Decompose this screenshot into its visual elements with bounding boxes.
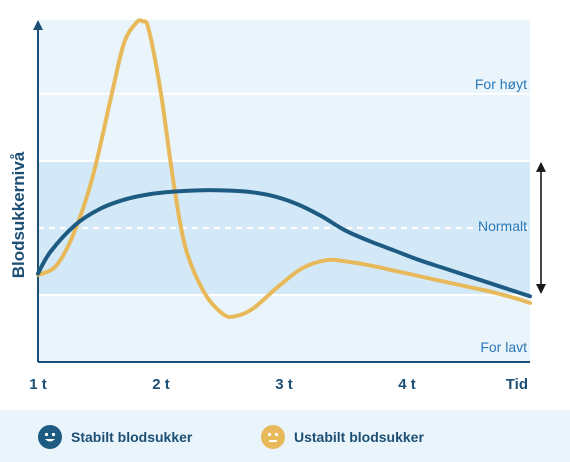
smiley-happy-icon <box>38 425 62 449</box>
legend: Stabilt blodsukker Ustabilt blodsukker <box>0 410 570 462</box>
band-low <box>38 294 530 362</box>
x-tick-label: Tid <box>506 376 528 393</box>
series-layer <box>36 18 532 320</box>
x-tick-label: 4 t <box>398 376 416 393</box>
y-axis-label: Blodsukkernivå <box>9 151 28 278</box>
range-arrow-head-top <box>536 161 546 172</box>
zone-label-normal: Normalt <box>478 218 527 234</box>
smiley-neutral-icon <box>261 425 285 449</box>
legend-label-stable: Stabilt blodsukker <box>71 429 193 445</box>
gridlines <box>38 92 530 296</box>
zone-label-high: For høyt <box>475 76 527 92</box>
band-high <box>38 20 530 161</box>
series-line-unstable <box>36 18 532 320</box>
series-line-stable <box>36 188 532 299</box>
legend-item-unstable: Ustabilt blodsukker <box>261 424 424 450</box>
x-tick-labels: 1 t 2 t 3 t 4 t Tid <box>29 376 528 393</box>
blood-sugar-chart: Blodsukkernivå For høyt Normalt For lavt… <box>9 18 546 393</box>
legend-item-stable: Stabilt blodsukker <box>38 424 192 450</box>
normal-range-arrow <box>536 161 546 294</box>
x-tick-label: 3 t <box>275 376 293 393</box>
x-tick-label: 1 t <box>29 376 47 393</box>
y-axis-arrowhead <box>33 20 43 30</box>
legend-label-unstable: Ustabilt blodsukker <box>294 429 424 445</box>
range-arrow-head-bottom <box>536 283 546 294</box>
zone-label-low: For lavt <box>480 339 527 355</box>
x-tick-label: 2 t <box>152 376 170 393</box>
